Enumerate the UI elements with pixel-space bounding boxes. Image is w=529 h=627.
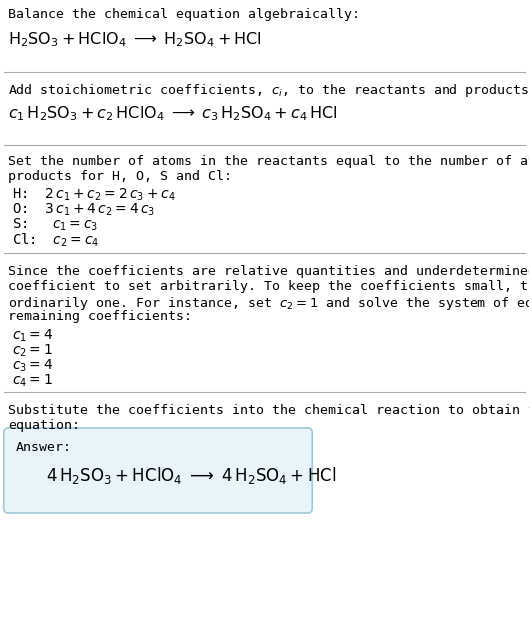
- Text: O: $\;\;3\,c_1 + 4\,c_2 = 4\,c_3$: O: $\;\;3\,c_1 + 4\,c_2 = 4\,c_3$: [12, 202, 156, 218]
- Text: S: $\;\;\;\;c_1 = c_3$: S: $\;\;\;\;c_1 = c_3$: [12, 217, 98, 233]
- Text: Add stoichiometric coefficients, $c_i$, to the reactants and products:: Add stoichiometric coefficients, $c_i$, …: [8, 82, 529, 99]
- Text: products for H, O, S and Cl:: products for H, O, S and Cl:: [8, 170, 232, 183]
- Text: Answer:: Answer:: [16, 441, 72, 454]
- Text: ordinarily one. For instance, set $c_2 = 1$ and solve the system of equations fo: ordinarily one. For instance, set $c_2 =…: [8, 295, 529, 312]
- Text: $4\,\mathrm{H_2SO_3} + \mathrm{HClO_4} \;\longrightarrow\; 4\,\mathrm{H_2SO_4} +: $4\,\mathrm{H_2SO_3} + \mathrm{HClO_4} \…: [46, 465, 336, 486]
- Text: $\mathrm{H_2SO_3 + HClO_4 \;\longrightarrow\; H_2SO_4 + HCl}$: $\mathrm{H_2SO_3 + HClO_4 \;\longrightar…: [8, 30, 262, 49]
- Text: Since the coefficients are relative quantities and underdetermined, choose a: Since the coefficients are relative quan…: [8, 265, 529, 278]
- Text: $c_1 = 4$: $c_1 = 4$: [12, 328, 53, 344]
- Text: remaining coefficients:: remaining coefficients:: [8, 310, 192, 323]
- Text: Balance the chemical equation algebraically:: Balance the chemical equation algebraica…: [8, 8, 360, 21]
- Text: Substitute the coefficients into the chemical reaction to obtain the balanced: Substitute the coefficients into the che…: [8, 404, 529, 417]
- Text: $c_3 = 4$: $c_3 = 4$: [12, 358, 53, 374]
- Text: coefficient to set arbitrarily. To keep the coefficients small, the arbitrary va: coefficient to set arbitrarily. To keep …: [8, 280, 529, 293]
- Text: Cl: $\;\;c_2 = c_4$: Cl: $\;\;c_2 = c_4$: [12, 232, 99, 250]
- Text: equation:: equation:: [8, 419, 80, 432]
- Text: $c_4 = 1$: $c_4 = 1$: [12, 373, 53, 389]
- Text: $c_2 = 1$: $c_2 = 1$: [12, 343, 53, 359]
- FancyBboxPatch shape: [4, 428, 312, 513]
- Text: Set the number of atoms in the reactants equal to the number of atoms in the: Set the number of atoms in the reactants…: [8, 155, 529, 168]
- Text: H: $\;\;2\,c_1 + c_2 = 2\,c_3 + c_4$: H: $\;\;2\,c_1 + c_2 = 2\,c_3 + c_4$: [12, 187, 176, 203]
- Text: $c_1\,\mathrm{H_2SO_3} + c_2\,\mathrm{HClO_4} \;\longrightarrow\; c_3\,\mathrm{H: $c_1\,\mathrm{H_2SO_3} + c_2\,\mathrm{HC…: [8, 104, 338, 123]
